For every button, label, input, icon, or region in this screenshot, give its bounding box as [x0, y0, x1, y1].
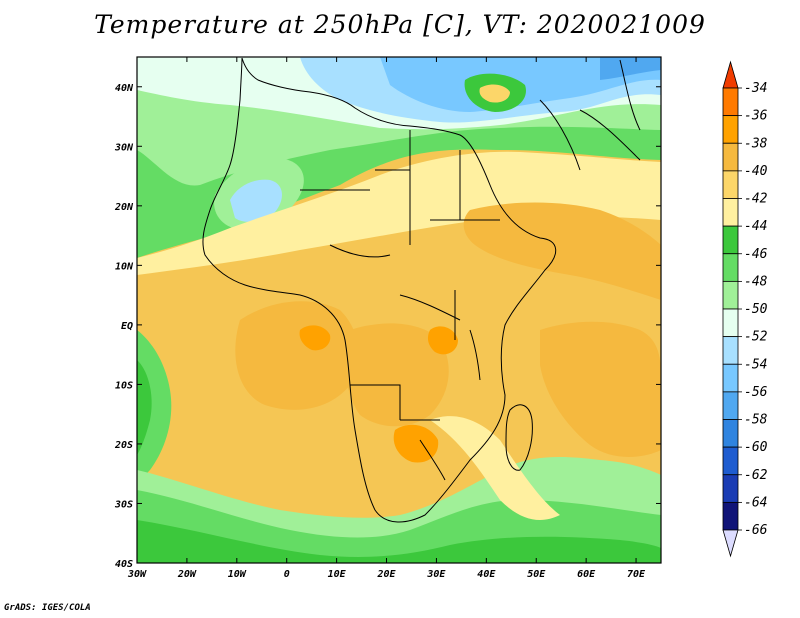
colorbar-label: -62 — [744, 468, 768, 483]
colorbar-swatch — [722, 336, 739, 365]
lon-tick-label: 20E — [376, 569, 396, 580]
map-frame — [136, 56, 662, 564]
lat-tick-label: 30S — [114, 499, 133, 510]
lat-tick-label: EQ — [121, 321, 133, 332]
lon-tick-label: 60E — [577, 569, 596, 580]
colorbar: -34 -36 -38 -40 -42 -44 -46 -48 -50 -52 -54 -56 -58 -… — [722, 60, 768, 558]
lon-tick-label: 20W — [177, 569, 197, 580]
lon-tick-label: 70E — [627, 569, 646, 580]
colorbar-bottom-arrow — [722, 529, 739, 558]
colorbar-label: -64 — [744, 495, 767, 510]
colorbar-label: -48 — [744, 274, 768, 289]
lon-tick-label: 40E — [477, 569, 496, 580]
colorbar-swatch — [722, 419, 739, 448]
colorbar-swatch — [722, 170, 739, 199]
lon-tick-label: 0 — [284, 569, 290, 580]
colorbar-swatch — [722, 253, 739, 282]
colorbar-top-arrow — [722, 60, 739, 89]
lat-tick-label: 10N — [115, 261, 134, 272]
lat-tick-label: 40N — [115, 83, 134, 94]
colorbar-swatch — [722, 115, 739, 144]
coastlines — [202, 57, 641, 523]
lat-tick-label: 10S — [115, 380, 133, 391]
colorbar-swatch — [722, 446, 739, 476]
colorbar-swatch — [722, 198, 739, 227]
colorbar-swatch — [722, 225, 739, 255]
colorbar-label: -50 — [744, 302, 768, 317]
colorbar-label: -46 — [744, 247, 768, 262]
colorbar-label: -66 — [744, 523, 768, 538]
lat-tick-label: 40S — [115, 559, 133, 570]
grads-credit: GrADS: IGES/COLA — [4, 603, 91, 613]
colorbar-label: -56 — [744, 385, 768, 400]
colorbar-swatch — [722, 142, 739, 172]
colorbar-swatch — [722, 363, 739, 393]
lat-tick-label: 20N — [114, 202, 134, 213]
lat-tick-label: 20S — [114, 440, 133, 451]
lon-tick-label: 30E — [426, 569, 446, 580]
colorbar-label: -38 — [744, 136, 768, 151]
colorbar-swatch — [722, 501, 739, 531]
colorbar-label: -36 — [744, 109, 768, 124]
lon-tick-label: 10E — [328, 569, 347, 580]
colorbar-swatch — [722, 87, 739, 117]
lon-tick-label: 10W — [228, 569, 247, 580]
colorbar-swatch — [722, 391, 739, 420]
colorbar-swatch — [722, 308, 739, 338]
colorbar-label: -54 — [744, 357, 767, 372]
colorbar-swatch — [722, 280, 739, 310]
map-title: Temperature at 250hPa [C], VT: 202002100… — [94, 10, 706, 39]
colorbar-label: -44 — [744, 219, 767, 234]
temperature-field — [137, 57, 661, 563]
lon-tick-label: 50E — [527, 569, 546, 580]
colorbar-label: -60 — [744, 440, 768, 455]
colorbar-label: -52 — [744, 330, 768, 345]
colorbar-label: -34 — [744, 81, 767, 96]
map-axes: 30W 20W 10W 0 10E 20E 30E 40E 50E 60E 70E 40N 30N 20N… — [114, 57, 661, 580]
colorbar-label: -42 — [744, 192, 768, 207]
colorbar-label: -40 — [744, 164, 768, 179]
lon-tick-label: 30W — [127, 569, 147, 580]
colorbar-swatch — [722, 474, 739, 503]
colorbar-label: -58 — [744, 413, 768, 428]
lat-tick-label: 30N — [114, 142, 134, 153]
